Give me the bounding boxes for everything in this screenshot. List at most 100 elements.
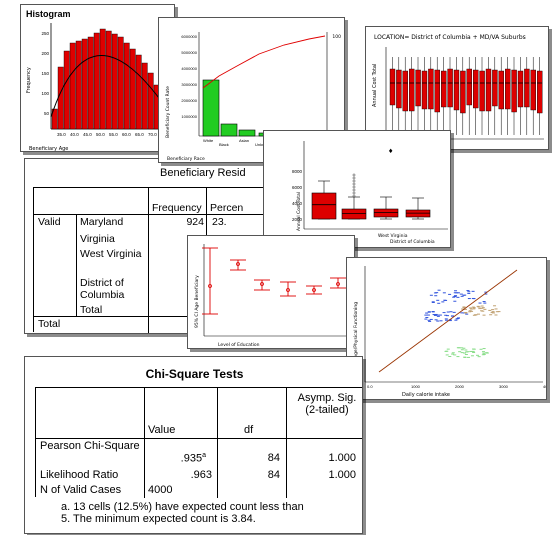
row-percent-maryland: 23.: [212, 216, 227, 228]
scatter-point: [459, 293, 463, 295]
scatter-point: [436, 315, 440, 317]
scatter-point: [479, 348, 483, 350]
histogram-xtick: 55.0: [109, 132, 118, 137]
histogram-ytick: 100: [41, 91, 49, 96]
boxplot-small-ytick: 8000: [292, 169, 303, 174]
scatter-point: [455, 292, 459, 294]
scatter-point: [480, 307, 484, 309]
histogram-xtick: 65.0: [135, 132, 144, 137]
scatter-point: [481, 351, 485, 353]
scatter-xtick: 4000: [543, 384, 547, 389]
pareto-category-label: Black: [219, 142, 229, 147]
scatter-point: [434, 319, 438, 321]
scatter-point: [457, 347, 461, 349]
scatter-point: [484, 293, 488, 295]
histogram-ytick: 250: [41, 31, 49, 36]
histogram-ytick: 50: [44, 111, 50, 116]
scatter-point: [478, 308, 482, 310]
histogram-bar: [111, 33, 118, 130]
pareto-category-label: Asian: [239, 138, 249, 143]
boxplot-wide-box: [409, 68, 415, 112]
chi-square-window[interactable]: Chi-Square Tests Value df Asymp. Sig. (2…: [24, 356, 363, 534]
scatter-point: [438, 314, 442, 316]
boxplot-small-chart: Annual Cost Total West Virginia District…: [292, 141, 448, 245]
scatter-point: [477, 356, 481, 358]
scatter-point: [460, 312, 464, 314]
scatter-point: [483, 302, 487, 304]
chi-square-title: Chi-Square Tests: [145, 367, 244, 381]
boxplot-wide-box: [530, 69, 537, 111]
row-label-likelihood: Likelihood Ratio: [40, 469, 119, 481]
outlier-marker: ♦: [388, 148, 393, 155]
scatter-point: [425, 312, 429, 314]
histogram-xtick: 50.0: [96, 132, 105, 137]
scatter-point: [471, 306, 475, 308]
errorbar-mean: [312, 288, 316, 292]
histogram-bar: [75, 40, 82, 130]
scatter-point: [452, 311, 456, 313]
histogram-title: Histogram: [26, 9, 71, 19]
scatter-point: [451, 315, 455, 317]
scatter-point: [442, 312, 446, 314]
histogram-xtick: 40.0: [70, 132, 79, 137]
scatter-point: [460, 295, 464, 297]
histogram-bar: [81, 38, 88, 130]
scatter-point: [456, 317, 460, 319]
histogram-bar: [51, 108, 58, 130]
col-sig: Asymp. Sig. (2-tailed): [297, 392, 357, 416]
scatter-point: [462, 306, 466, 308]
scatter-point: [482, 314, 486, 316]
scatter-point: [431, 311, 435, 313]
scatter-point: [439, 320, 443, 322]
scatter-point: [429, 294, 433, 296]
histogram-normal-curve: [50, 55, 172, 118]
scatter-point: [480, 305, 484, 307]
scatter-point: [468, 310, 472, 312]
scatter-point: [467, 298, 471, 300]
frequency-table-title: Beneficiary Resid: [160, 167, 246, 179]
boxplot-wide-box: [389, 68, 396, 106]
scatter-point: [489, 314, 493, 316]
scatter-window[interactable]: Age/Physical Functioning Daily calorie i…: [346, 257, 547, 400]
scatter-point: [482, 301, 486, 303]
scatter-point: [448, 355, 452, 357]
histogram-ytick: 200: [41, 51, 49, 56]
scatter-point: [476, 305, 480, 307]
scatter-point: [443, 299, 447, 301]
scatter-point: [428, 320, 432, 322]
scatter-point: [442, 292, 446, 294]
row-label-virginia: Virginia: [80, 233, 115, 245]
scatter-point: [481, 354, 485, 356]
scatter-point: [471, 290, 475, 292]
errorbar-window[interactable]: 95% CI Age Beneficiary Level of Educatio…: [187, 235, 355, 349]
scatter-point: [494, 314, 498, 316]
scatter-point: [484, 291, 488, 293]
row-label-total-valid: Total: [80, 304, 103, 316]
scatter-point: [492, 312, 496, 314]
scatter-point: [466, 356, 470, 358]
scatter-point: [433, 314, 437, 316]
histogram-xlabel: Beneficiary Age: [29, 146, 68, 152]
scatter-point: [460, 347, 464, 349]
histogram-bar: [93, 32, 100, 130]
row-value-valid-cases: 4000: [148, 484, 173, 496]
histogram-bar: [135, 54, 142, 130]
errorbar-mean: [286, 288, 290, 292]
pareto-ytick: 6000000: [181, 34, 197, 39]
col-percent: Percen: [210, 202, 244, 214]
pareto-ytick: 5000000: [181, 50, 197, 55]
boxplot-small-window[interactable]: Annual Cost Total West Virginia District…: [263, 130, 451, 248]
histogram-xtick: 70.0: [148, 132, 157, 137]
boxplot-small-xlabel2: District of Columbia: [390, 239, 435, 245]
scatter-xtick: 2000: [455, 384, 465, 389]
boxplot-wide-box: [453, 69, 460, 111]
histogram-xtick: 35.0: [57, 132, 66, 137]
scatter-point: [427, 319, 431, 321]
histogram-window[interactable]: Histogram Frequency Beneficiary Age 250 2…: [20, 4, 175, 152]
scatter-point: [472, 307, 476, 309]
boxplot-wide-window[interactable]: LOCATION= District of Columbia + MD/VA S…: [365, 26, 549, 150]
scatter-point: [451, 352, 455, 354]
scatter-point: [488, 309, 492, 311]
scatter-point: [472, 314, 476, 316]
boxplot-wide-box: [434, 69, 441, 113]
